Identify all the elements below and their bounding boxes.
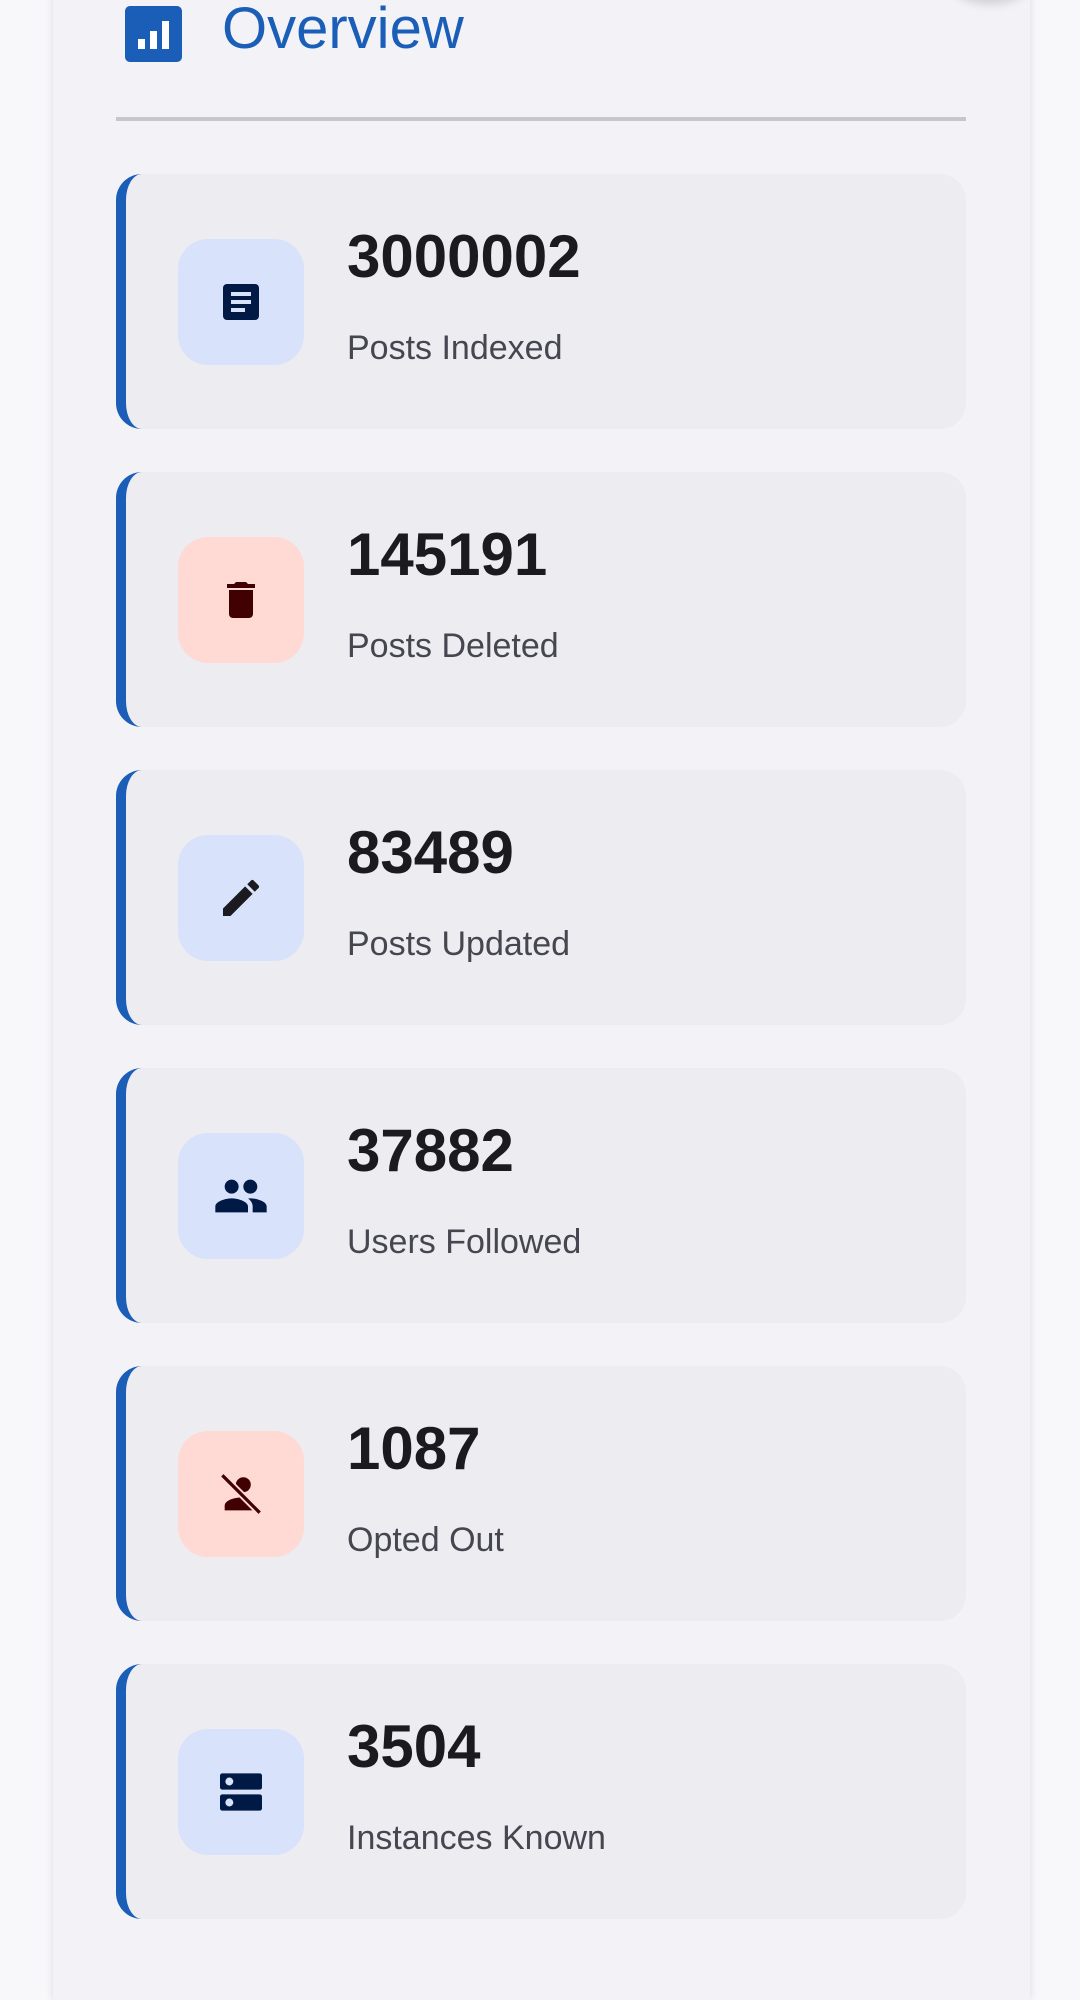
person-off-icon	[178, 1431, 304, 1557]
stat-value: 3504	[347, 1713, 481, 1780]
stat-value: 37882	[347, 1117, 514, 1184]
stat-card: 3504 Instances Known	[116, 1664, 966, 1919]
stat-label: Opted Out	[347, 1521, 504, 1559]
stat-card: 145191 Posts Deleted	[116, 472, 966, 727]
trash-icon	[178, 537, 304, 663]
stat-card: 83489 Posts Updated	[116, 770, 966, 1025]
server-icon	[178, 1729, 304, 1855]
stat-value: 145191	[347, 521, 548, 588]
pencil-icon	[178, 835, 304, 961]
stat-value: 83489	[347, 819, 514, 886]
divider	[116, 117, 966, 121]
group-icon	[178, 1133, 304, 1259]
stat-card: 37882 Users Followed	[116, 1068, 966, 1323]
stat-label: Posts Indexed	[347, 329, 563, 367]
stat-label: Instances Known	[347, 1819, 606, 1857]
page-title: Overview	[222, 0, 464, 61]
bar-chart-icon	[125, 6, 182, 62]
stat-label: Users Followed	[347, 1223, 582, 1261]
stat-label: Posts Updated	[347, 925, 571, 963]
article-icon	[178, 239, 304, 365]
stat-label: Posts Deleted	[347, 627, 559, 665]
stat-value: 3000002	[347, 223, 581, 290]
stat-value: 1087	[347, 1415, 481, 1482]
stat-card: 3000002 Posts Indexed	[116, 174, 966, 429]
stat-card: 1087 Opted Out	[116, 1366, 966, 1621]
